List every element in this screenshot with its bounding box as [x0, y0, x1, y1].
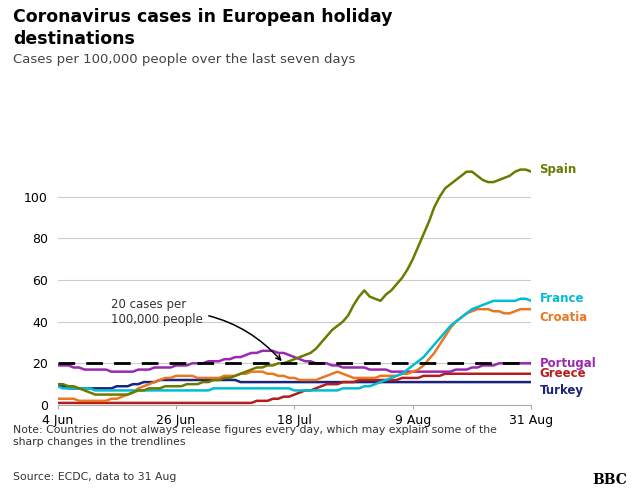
Text: France: France [540, 292, 584, 305]
Text: Coronavirus cases in European holiday: Coronavirus cases in European holiday [13, 8, 392, 26]
Text: Greece: Greece [540, 367, 586, 380]
Text: Croatia: Croatia [540, 311, 588, 324]
Text: Spain: Spain [540, 163, 577, 176]
Text: Turkey: Turkey [540, 384, 584, 397]
Text: BBC: BBC [593, 472, 627, 486]
Text: 20 cases per
100,000 people: 20 cases per 100,000 people [111, 298, 281, 360]
Text: Source: ECDC, data to 31 Aug: Source: ECDC, data to 31 Aug [13, 472, 176, 482]
Text: Portugal: Portugal [540, 357, 596, 370]
Text: Note: Countries do not always release figures every day, which may explain some : Note: Countries do not always release fi… [13, 425, 497, 446]
Text: destinations: destinations [13, 30, 134, 48]
Text: Cases per 100,000 people over the last seven days: Cases per 100,000 people over the last s… [13, 54, 355, 66]
